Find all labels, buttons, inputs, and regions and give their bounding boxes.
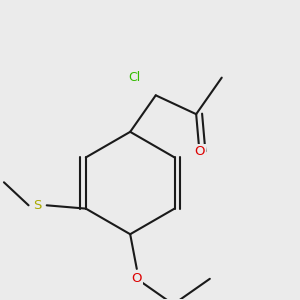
Text: Cl: Cl	[128, 71, 140, 84]
Text: O: O	[131, 272, 142, 285]
Text: O: O	[194, 146, 205, 158]
Text: S: S	[33, 199, 41, 212]
